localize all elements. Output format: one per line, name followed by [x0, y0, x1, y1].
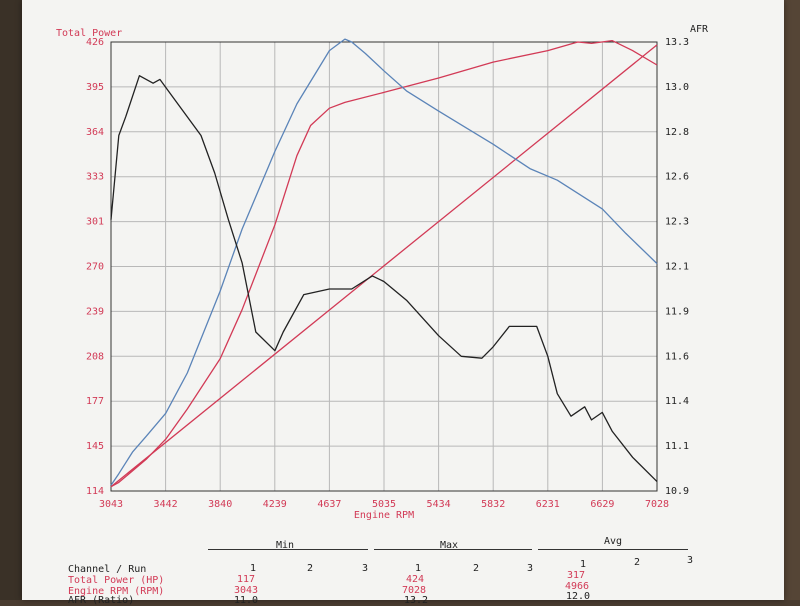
afr-min: 11.0	[234, 595, 259, 606]
y-right-tick-label: 13.0	[665, 82, 689, 93]
y-right-tick-label: 10.9	[665, 486, 689, 497]
y-left-tick-label: 114	[86, 486, 104, 497]
x-axis-label: Engine RPM	[354, 510, 414, 521]
group-header-avg: Avg	[604, 536, 623, 547]
y-right-tick-label: 12.6	[665, 172, 689, 183]
y-left-tick-label: 364	[86, 127, 104, 138]
right-axis-label: AFR	[690, 24, 709, 35]
engine-rpm-min: 3043	[234, 585, 259, 596]
total-power-avg: 317	[567, 570, 586, 581]
y-left-axis-ticks: 114 145 177 208 239 270 301 333 364 395 426	[86, 37, 104, 497]
y-right-tick-label: 11.1	[665, 441, 689, 452]
x-tick-label: 6629	[590, 499, 614, 510]
run-number: 1	[250, 563, 257, 574]
run-number: 3	[362, 563, 369, 574]
y-right-tick-label: 11.6	[665, 351, 689, 362]
plot-frame	[110, 41, 658, 492]
series-line-torque	[110, 38, 658, 486]
run-number: 3	[687, 555, 694, 566]
row-label-engine-rpm: Engine RPM (RPM)	[68, 586, 165, 597]
y-left-tick-label: 395	[86, 82, 104, 93]
series-line-afr	[110, 75, 658, 483]
engine-rpm-max: 7028	[402, 585, 427, 596]
x-axis-ticks: 3043 3442 3840 4239 4637 5035 5434 5832 6231 6629…	[99, 499, 669, 510]
y-right-tick-label: 12.1	[665, 262, 689, 273]
run-number: 2	[307, 563, 314, 574]
run-number: 1	[415, 563, 422, 574]
row-label-afr: AFR (Ratio)	[68, 595, 135, 606]
max-group-rule	[374, 549, 532, 550]
left-axis-label: Total Power	[56, 28, 122, 39]
x-tick-label: 6231	[536, 499, 560, 510]
avg-group-rule	[538, 549, 688, 550]
total-power-min: 117	[237, 574, 256, 585]
y-left-tick-label: 177	[86, 396, 104, 407]
x-tick-label: 4239	[263, 499, 287, 510]
header-channel-run: Channel / Run	[68, 564, 147, 575]
y-right-tick-label: 11.4	[665, 396, 689, 407]
x-tick-label: 5832	[481, 499, 505, 510]
afr-max: 13.2	[404, 595, 429, 606]
y-left-tick-label: 239	[86, 306, 104, 317]
y-right-axis-ticks: 10.9 11.1 11.4 11.6 11.9 12.1 12.3 12.6 12.8 13.0…	[665, 37, 689, 497]
y-left-tick-label: 208	[86, 351, 104, 362]
x-tick-label: 3840	[208, 499, 232, 510]
y-right-tick-label: 13.3	[665, 37, 689, 48]
y-left-tick-label: 426	[86, 37, 104, 48]
series-line-engine-rpm	[110, 44, 658, 488]
series-line-total-power	[110, 39, 658, 488]
y-left-tick-label: 270	[86, 262, 104, 273]
total-power-max: 424	[406, 574, 425, 585]
x-tick-label: 4637	[317, 499, 341, 510]
run-number: 1	[580, 559, 587, 570]
engine-rpm-avg: 4966	[565, 581, 590, 592]
group-header-min: Min	[276, 540, 295, 551]
y-right-tick-label: 12.3	[665, 217, 689, 228]
run-number: 3	[527, 563, 534, 574]
y-left-tick-label: 301	[86, 217, 104, 228]
y-right-tick-label: 11.9	[665, 306, 689, 317]
y-left-tick-label: 333	[86, 172, 104, 183]
series-layer	[110, 38, 658, 488]
afr-avg: 12.0	[566, 591, 591, 602]
y-left-tick-label: 145	[86, 441, 104, 452]
run-number: 2	[473, 563, 480, 574]
run-number: 2	[634, 557, 641, 568]
y-right-tick-label: 12.8	[665, 127, 689, 138]
x-tick-label: 3442	[154, 499, 178, 510]
row-label-total-power: Total Power (HP)	[68, 575, 165, 586]
min-group-rule	[208, 549, 368, 550]
x-tick-label: 5035	[372, 499, 396, 510]
x-tick-label: 7028	[645, 499, 669, 510]
group-header-max: Max	[440, 540, 459, 551]
x-tick-label: 3043	[99, 499, 123, 510]
x-tick-label: 5434	[427, 499, 451, 510]
